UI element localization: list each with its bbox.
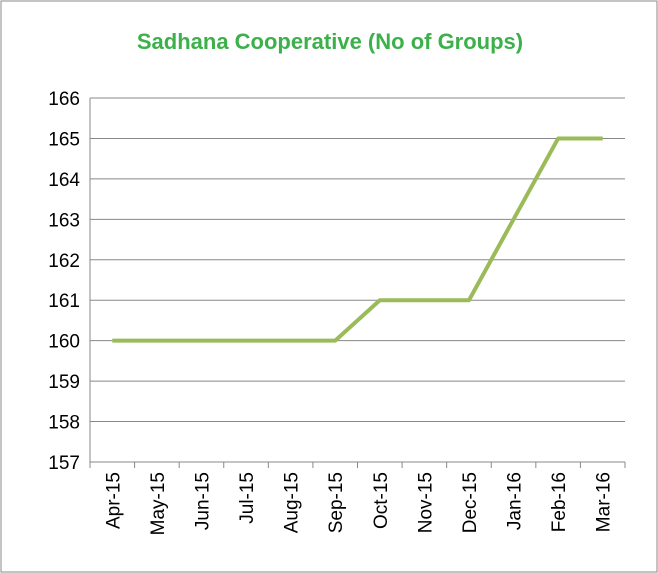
y-tick-label: 158 <box>48 413 80 434</box>
x-tick-label: Sep-15 <box>326 472 347 533</box>
x-tick-label: Jun-15 <box>192 472 213 530</box>
y-tick-label: 161 <box>48 291 80 312</box>
x-tick-label: Feb-16 <box>549 472 570 532</box>
x-tick-label: Dec-15 <box>460 472 481 533</box>
x-tick-label: Oct-15 <box>371 472 392 529</box>
chart-title: Sadhana Cooperative (No of Groups) <box>137 29 523 54</box>
y-tick-label: 164 <box>48 170 80 191</box>
y-tick-label: 157 <box>48 453 80 474</box>
x-tick-label: Jan-16 <box>505 472 526 530</box>
x-tick-label: May-15 <box>148 472 169 535</box>
y-tick-label: 166 <box>48 89 80 110</box>
y-tick-label: 162 <box>48 251 80 272</box>
x-tick-label: Aug-15 <box>282 472 303 533</box>
data-line <box>112 136 603 343</box>
y-tick-label: 165 <box>48 129 80 150</box>
x-tick-label: Mar-16 <box>594 472 615 532</box>
x-tick-label: Apr-15 <box>103 472 124 529</box>
x-tick-label: Jul-15 <box>237 472 258 524</box>
x-tick-label: Nov-15 <box>415 472 436 533</box>
y-tick-label: 163 <box>48 210 80 231</box>
y-tick-label: 159 <box>48 372 80 393</box>
y-tick-label: 160 <box>48 332 80 353</box>
